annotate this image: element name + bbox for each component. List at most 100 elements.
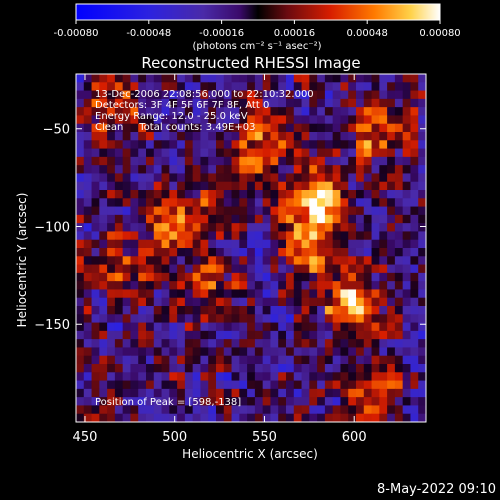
heatmap-cell [317,90,326,100]
heatmap-cell [184,74,194,83]
heatmap-cell [379,397,388,407]
heatmap-cell [114,107,124,117]
heatmap-cell [91,314,100,324]
heatmap-cell [200,355,209,365]
heatmap-cell [91,248,100,257]
heatmap-cell [153,223,163,233]
heatmap-cell [138,322,147,332]
heatmap-cell [356,107,365,117]
heatmap-cell [91,322,100,332]
heatmap-cell [107,380,116,390]
heatmap-cell [324,82,334,92]
x-tick-label: 500 [162,430,187,445]
x-axis-ticks: 450 500 550 600 [73,74,367,445]
heatmap-cell [270,281,279,291]
heatmap-cell [293,264,303,274]
heatmap-cell [371,264,380,274]
heatmap-cell [114,306,124,315]
heatmap-cell [293,107,303,117]
heatmap-cell [200,272,209,282]
heatmap-cell [309,214,318,224]
heatmap-cell [387,82,396,92]
heatmap-cell [169,330,178,340]
heatmap-cell [301,372,310,382]
heatmap-cell [356,330,365,340]
heatmap-cell [278,74,287,83]
heatmap-cell [231,206,240,216]
heatmap-cell [177,82,186,92]
heatmap-cell [177,306,186,315]
heatmap-cell [317,140,326,150]
heatmap-cell [254,115,264,125]
heatmap-cell [200,388,209,398]
heatmap-cell [293,206,303,216]
heatmap-cell [324,223,334,233]
heatmap-cell [192,98,202,108]
heatmap-cell [286,223,295,233]
heatmap-cell [309,281,318,291]
heatmap-cell [332,281,342,291]
heatmap-cell [363,82,373,92]
heatmap-cell [192,330,202,340]
heatmap-cell [286,264,295,274]
heatmap-cell [418,140,426,150]
heatmap-cell [332,397,342,407]
heatmap-cell [371,173,380,183]
heatmap-cell [371,289,380,299]
heatmap-cell [356,148,365,158]
heatmap-cell [239,239,248,249]
heatmap-cell [270,98,279,108]
colorbar-tick-label: -0.00048 [126,28,171,39]
heatmap-cell [216,272,225,282]
heatmap-cell [192,123,202,133]
heatmap-cell [301,107,310,117]
heatmap-cell [231,372,240,382]
heatmap-cell [184,355,194,365]
heatmap-cell [301,289,310,299]
heatmap-cell [402,173,412,183]
heatmap-cell [410,380,419,390]
heatmap-cell [262,264,272,274]
heatmap-cell [231,90,240,100]
heatmap-cell [379,339,388,349]
heatmap-cell [247,281,256,291]
heatmap-cell [293,388,303,398]
heatmap-cell [410,281,419,291]
heatmap-cell [270,165,279,175]
heatmap-cell [371,388,380,398]
heatmap-cell [387,190,396,199]
heatmap-cell [216,107,225,117]
heatmap-cell [177,148,186,158]
heatmap-cell [231,388,240,398]
heatmap-cell [387,107,396,117]
heatmap-cell [107,74,116,83]
heatmap-cell [293,413,303,422]
heatmap-cell [223,148,233,158]
heatmap-cell [247,272,256,282]
heatmap-cell [348,330,357,340]
heatmap-cell [83,82,93,92]
heatmap-cell [262,306,272,315]
heatmap-cell [223,115,233,125]
heatmap-cell [200,140,209,150]
heatmap-cell [200,82,209,92]
heatmap-cell [387,214,396,224]
heatmap-cell [394,314,404,324]
heatmap-cell [169,231,178,241]
heatmap-cell [177,74,186,83]
heatmap-cell [99,264,108,274]
colorbar-units: (photons cm⁻² s⁻¹ asec⁻²) [192,41,321,52]
heatmap-cell [324,148,334,158]
heatmap-cell [114,231,124,241]
heatmap-cell [76,339,85,349]
heatmap-cell [122,272,132,282]
peak-position: Position of Peak = [598,-138] [95,397,242,408]
heatmap-cell [387,165,396,175]
heatmap-cell [239,289,248,299]
heatmap-cell [184,347,194,357]
heatmap-cell [379,140,388,150]
heatmap-cell [184,165,194,175]
heatmap-cell [146,405,155,415]
heatmap-cell [363,256,373,266]
heatmap-cell [254,281,264,291]
